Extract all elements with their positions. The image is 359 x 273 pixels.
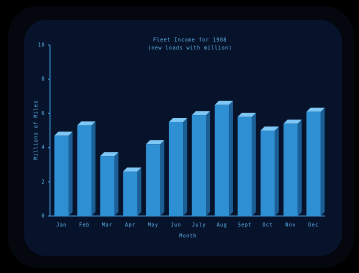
x-tick-label: Nov xyxy=(285,223,296,229)
bar xyxy=(77,125,91,216)
bar xyxy=(169,122,183,216)
bar-side xyxy=(91,121,95,216)
y-tick-label: 10 xyxy=(38,43,45,49)
bar xyxy=(54,136,68,216)
bar-side xyxy=(275,127,279,217)
bar-side xyxy=(298,120,302,216)
x-tick-label: May xyxy=(148,223,159,229)
x-tick-label: Sept xyxy=(238,223,252,229)
y-tick-label: 6 xyxy=(41,111,45,117)
bar xyxy=(123,172,137,216)
bar-side xyxy=(137,168,141,216)
bar-side xyxy=(206,111,210,216)
x-tick-label: July xyxy=(192,223,206,229)
bar-side xyxy=(69,132,73,216)
bar-side xyxy=(160,140,164,216)
bar-side xyxy=(321,108,325,216)
x-tick-label: Apr xyxy=(125,223,136,229)
x-tick-label: Jan xyxy=(56,223,67,229)
y-tick-label: 2 xyxy=(41,179,45,185)
bar xyxy=(100,156,114,216)
page: {"chart_data": {"type": "bar", "title": … xyxy=(0,0,359,273)
bar xyxy=(238,117,252,216)
bar xyxy=(261,131,275,217)
x-tick-label: Dec xyxy=(308,223,319,229)
y-tick-label: 8 xyxy=(41,77,45,83)
x-tick-label: Oct xyxy=(262,223,273,229)
chart-title: Fleet Income for 1988 xyxy=(153,38,227,44)
y-axis-label: Millions of Miles xyxy=(34,100,40,160)
bar-side xyxy=(229,101,233,216)
y-tick-label: 0 xyxy=(41,214,45,220)
x-tick-label: Jun xyxy=(171,223,182,229)
bar-side xyxy=(183,118,187,216)
bar xyxy=(215,105,229,216)
chart: Fleet Income for 1988 (new loads with mi… xyxy=(0,0,359,273)
bar xyxy=(306,112,320,216)
chart-subtitle: (new loads with million) xyxy=(148,46,232,52)
bar xyxy=(192,115,206,216)
bar xyxy=(284,124,298,216)
bar-side xyxy=(252,113,256,216)
y-tick-label: 4 xyxy=(41,145,45,151)
x-tick-label: Feb xyxy=(79,223,90,229)
bar-side xyxy=(114,152,118,216)
x-tick-label: Mar xyxy=(102,223,113,229)
x-tick-label: Aug xyxy=(217,223,228,229)
bar xyxy=(146,144,160,216)
x-axis-label: Month xyxy=(179,234,197,240)
